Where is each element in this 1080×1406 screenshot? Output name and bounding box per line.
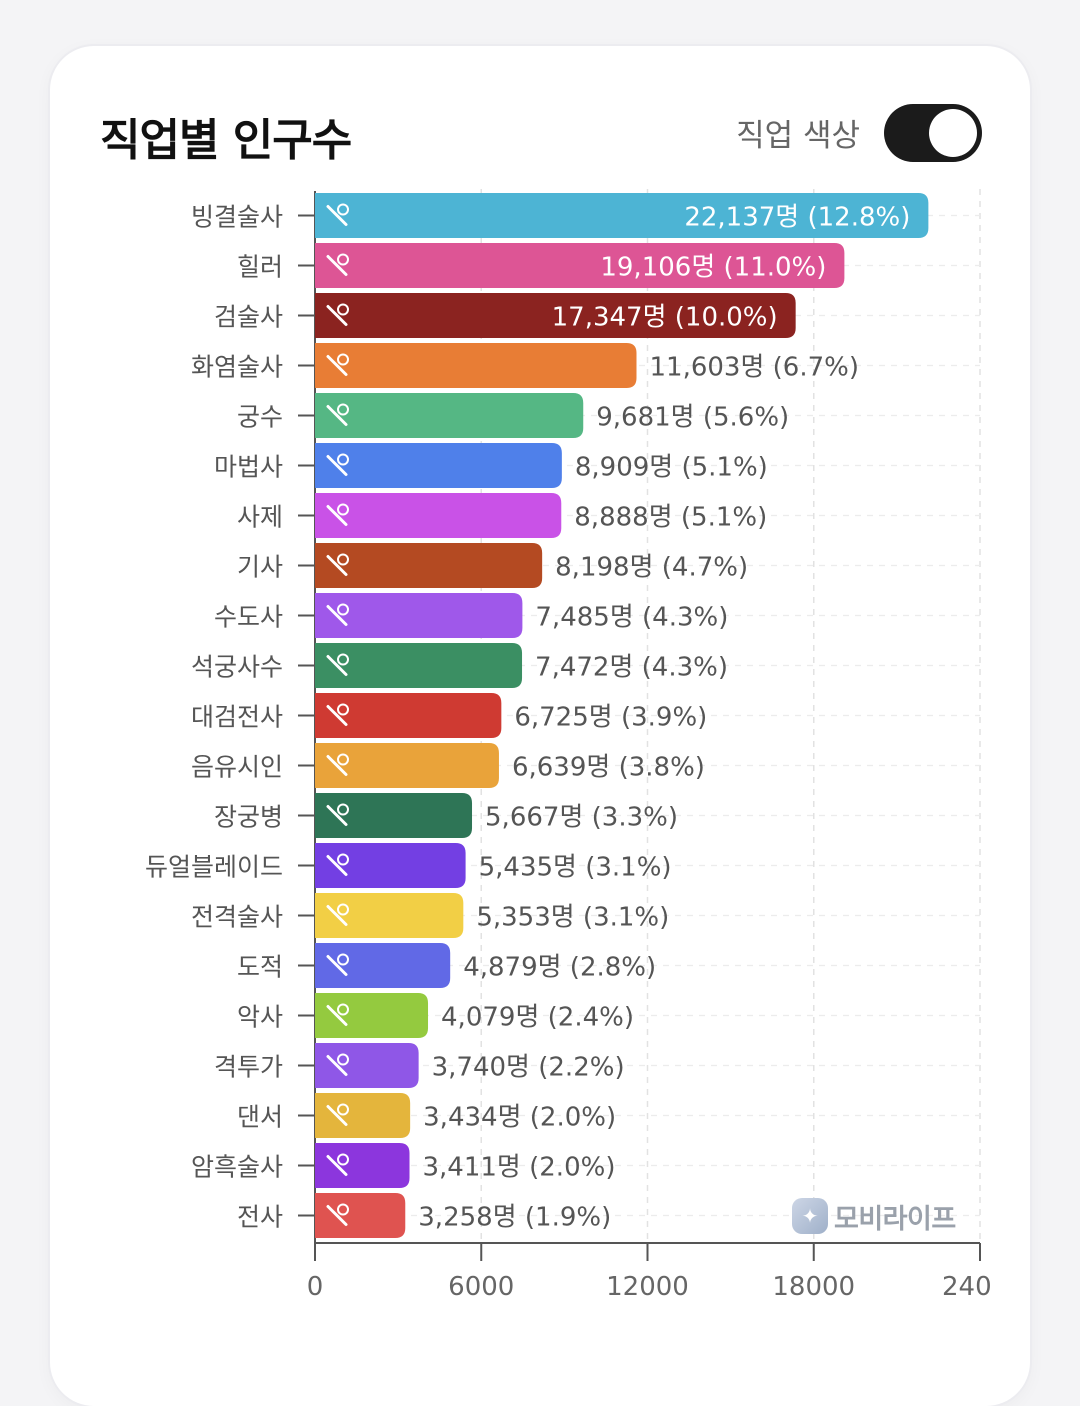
- value-label: 17,347명 (10.0%): [552, 303, 778, 333]
- value-label: 3,258명 (1.9%): [418, 1203, 611, 1233]
- page-title: 직업별 인구수: [100, 115, 352, 166]
- watermark-text: 모비라이프: [834, 1203, 956, 1235]
- value-label: 7,472명 (4.3%): [535, 653, 728, 683]
- value-label: 5,353명 (3.1%): [476, 903, 669, 933]
- toggle-knob: [929, 109, 977, 157]
- lightning-staff-icon: [326, 903, 349, 926]
- bar: [315, 643, 523, 688]
- category-label: 마법사: [214, 453, 283, 482]
- value-label: 19,106명 (11.0%): [600, 253, 826, 283]
- value-label: 22,137명 (12.8%): [684, 203, 910, 233]
- bar: [315, 843, 466, 888]
- bar: [315, 1143, 410, 1188]
- value-label: 6,725명 (3.9%): [514, 703, 707, 733]
- bar: [315, 393, 584, 438]
- category-label: 대검전사: [191, 703, 283, 732]
- category-label: 악사: [237, 1003, 283, 1032]
- value-label: 9,681명 (5.6%): [596, 403, 789, 433]
- value-label: 4,879명 (2.8%): [463, 953, 656, 983]
- value-label: 8,909명 (5.1%): [575, 453, 768, 483]
- class-color-toggle-label: 직업 색상: [736, 118, 860, 154]
- fan-icon: [326, 1103, 349, 1126]
- category-label: 장궁병: [214, 803, 283, 832]
- bar: [315, 493, 562, 538]
- dark-staff-icon: [326, 1153, 349, 1176]
- x-tick-label: 6000: [448, 1272, 514, 1302]
- value-label: 8,198명 (4.7%): [555, 553, 748, 583]
- value-label: 3,740명 (2.2%): [432, 1053, 625, 1083]
- fighter-gauntlet-icon: [326, 1053, 349, 1076]
- knight-shield-icon: [326, 553, 349, 576]
- category-label: 화염술사: [191, 353, 283, 382]
- value-label: 4,079명 (2.4%): [441, 1003, 634, 1033]
- category-label: 사제: [237, 503, 283, 532]
- bar: [315, 743, 499, 788]
- category-label: 전사: [237, 1203, 283, 1232]
- bar: [315, 343, 637, 388]
- class-color-toggle[interactable]: [884, 104, 982, 162]
- dual-blades-icon: [326, 853, 349, 876]
- fire-staff-icon: [326, 353, 349, 376]
- bar: [315, 993, 429, 1038]
- category-label: 도적: [237, 953, 283, 982]
- category-label: 힐러: [237, 253, 283, 282]
- value-label: 5,667명 (3.3%): [485, 803, 678, 833]
- harp-icon: [326, 1003, 349, 1026]
- value-label: 8,888명 (5.1%): [574, 503, 767, 533]
- x-tick-label: 0: [307, 1272, 324, 1302]
- bar: [315, 1193, 406, 1238]
- category-label: 빙결술사: [191, 203, 283, 232]
- category-label: 댄서: [237, 1103, 283, 1132]
- healer-staff-icon: [326, 253, 349, 276]
- dagger-icon: [326, 953, 349, 976]
- watermark-logo-icon: ✦: [792, 1198, 828, 1234]
- bar: [315, 793, 473, 838]
- value-label: 6,639명 (3.8%): [512, 753, 705, 783]
- lute-icon: [326, 753, 349, 776]
- bow-icon: [326, 403, 349, 426]
- bar: [315, 1093, 411, 1138]
- value-label: 5,435명 (3.1%): [479, 853, 672, 883]
- bar: [315, 193, 929, 238]
- value-label: 7,485명 (4.3%): [535, 603, 728, 633]
- longbow-icon: [326, 803, 349, 826]
- category-label: 궁수: [237, 403, 283, 432]
- greatsword-icon: [326, 703, 349, 726]
- x-tick-label: 18000: [772, 1272, 855, 1302]
- monk-fist-icon: [326, 603, 349, 626]
- category-label: 석궁사수: [191, 653, 283, 682]
- magic-wand-icon: [326, 453, 349, 476]
- warrior-axe-icon: [326, 1203, 349, 1226]
- value-label: 11,603명 (6.7%): [649, 353, 859, 383]
- x-tick-label: 12000: [606, 1272, 689, 1302]
- category-label: 기사: [237, 553, 283, 582]
- x-tick-label: 240: [942, 1272, 992, 1302]
- bar: [315, 693, 502, 738]
- value-label: 3,411명 (2.0%): [423, 1153, 616, 1183]
- bar: [315, 943, 451, 988]
- category-label: 수도사: [214, 603, 283, 632]
- category-label: 듀얼블레이드: [145, 853, 283, 882]
- bar: [315, 543, 543, 588]
- watermark: ✦ 모비라이프: [792, 1196, 956, 1236]
- ice-staff-icon: [326, 203, 349, 226]
- value-label: 3,434명 (2.0%): [423, 1103, 616, 1133]
- bar: [315, 243, 845, 288]
- bar: [315, 893, 464, 938]
- category-label: 음유시인: [191, 753, 283, 782]
- bar: [315, 293, 796, 338]
- crossbow-icon: [326, 653, 349, 676]
- category-label: 격투가: [214, 1053, 283, 1082]
- category-label: 암흑술사: [191, 1153, 283, 1182]
- bar: [315, 593, 523, 638]
- category-label: 검술사: [214, 303, 283, 332]
- population-bar-chart: 빙결술사 22,137명 (12.8%) 힐러 19,106명 (11.0%) 검술사 1…: [145, 189, 992, 1302]
- bar: [315, 1043, 419, 1088]
- bar: [315, 443, 562, 488]
- category-label: 전격술사: [191, 903, 283, 932]
- priest-staff-icon: [326, 503, 349, 526]
- sword-icon: [326, 303, 349, 326]
